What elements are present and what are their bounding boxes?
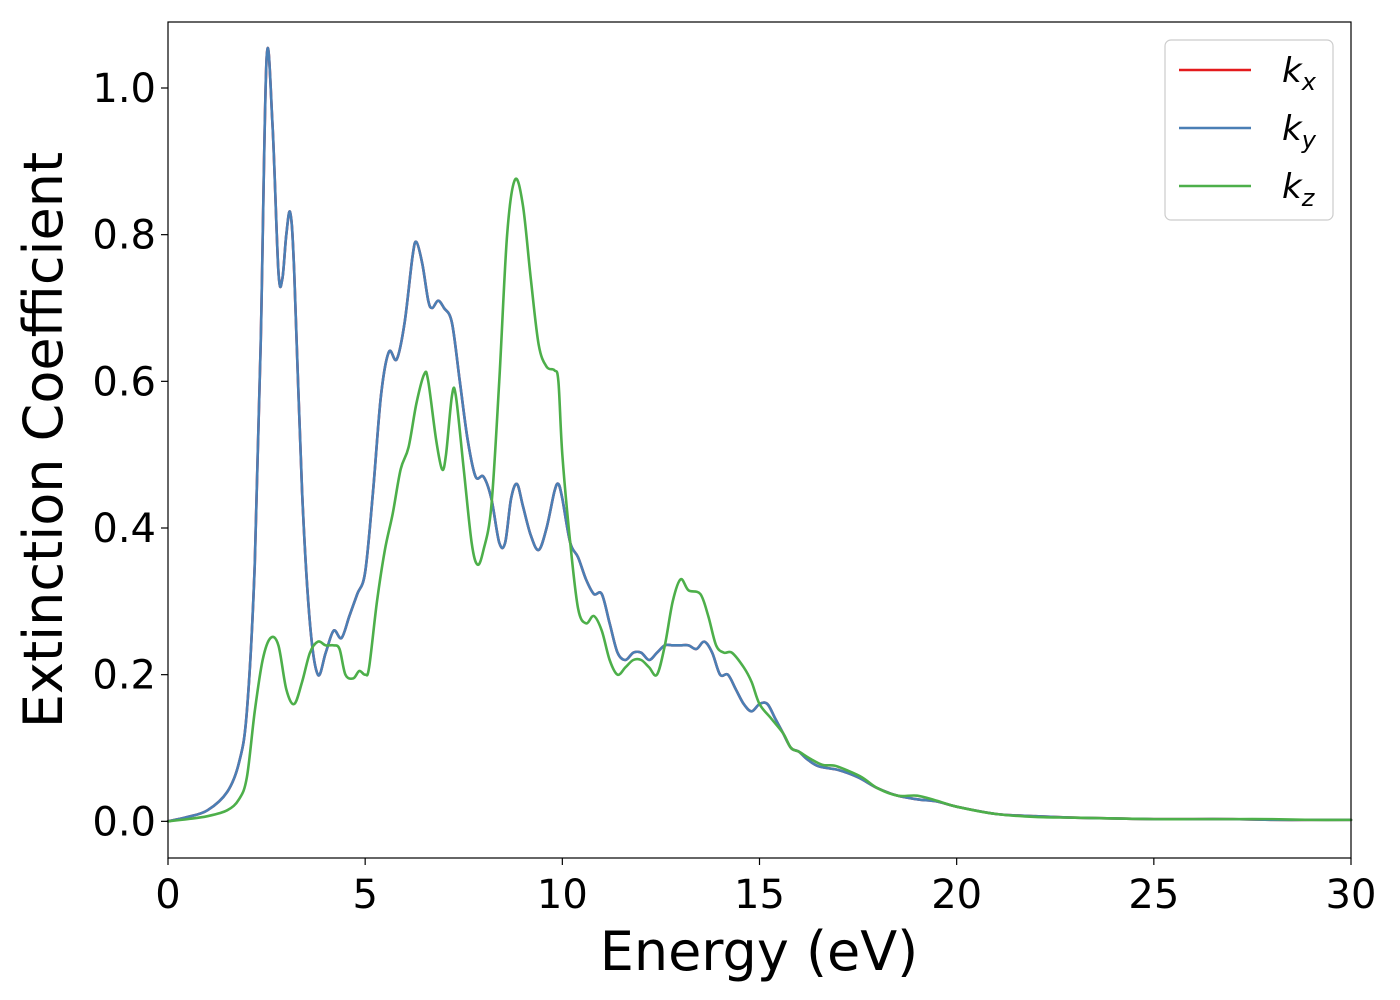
series-line-z [166,177,1353,823]
x-tick-label: 0 [155,872,180,918]
x-axis: 0 5 10 15 20 25 30 [155,858,1376,918]
y-tick-label: 1.0 [92,66,156,112]
series-line-y [166,47,1353,823]
y-axis: 0.0 0.2 0.4 0.6 0.8 1.0 [92,66,168,845]
y-tick-label: 0.8 [92,213,156,259]
x-tick-label: 5 [352,872,377,918]
x-tick-label: 15 [734,872,785,918]
y-tick-label: 0.0 [92,799,156,845]
y-tick-label: 0.2 [92,653,156,699]
legend-box [1164,39,1334,221]
x-tick-label: 20 [931,872,982,918]
x-axis-title: Energy (eV) [600,920,919,983]
x-tick-label: 10 [537,872,588,918]
x-tick-label: 25 [1128,872,1179,918]
series-layer [166,47,1353,823]
x-tick-label: 30 [1326,872,1377,918]
y-tick-label: 0.4 [92,506,156,552]
y-axis-title: Extinction Coefficient [12,152,75,728]
y-tick-label: 0.6 [92,359,156,405]
